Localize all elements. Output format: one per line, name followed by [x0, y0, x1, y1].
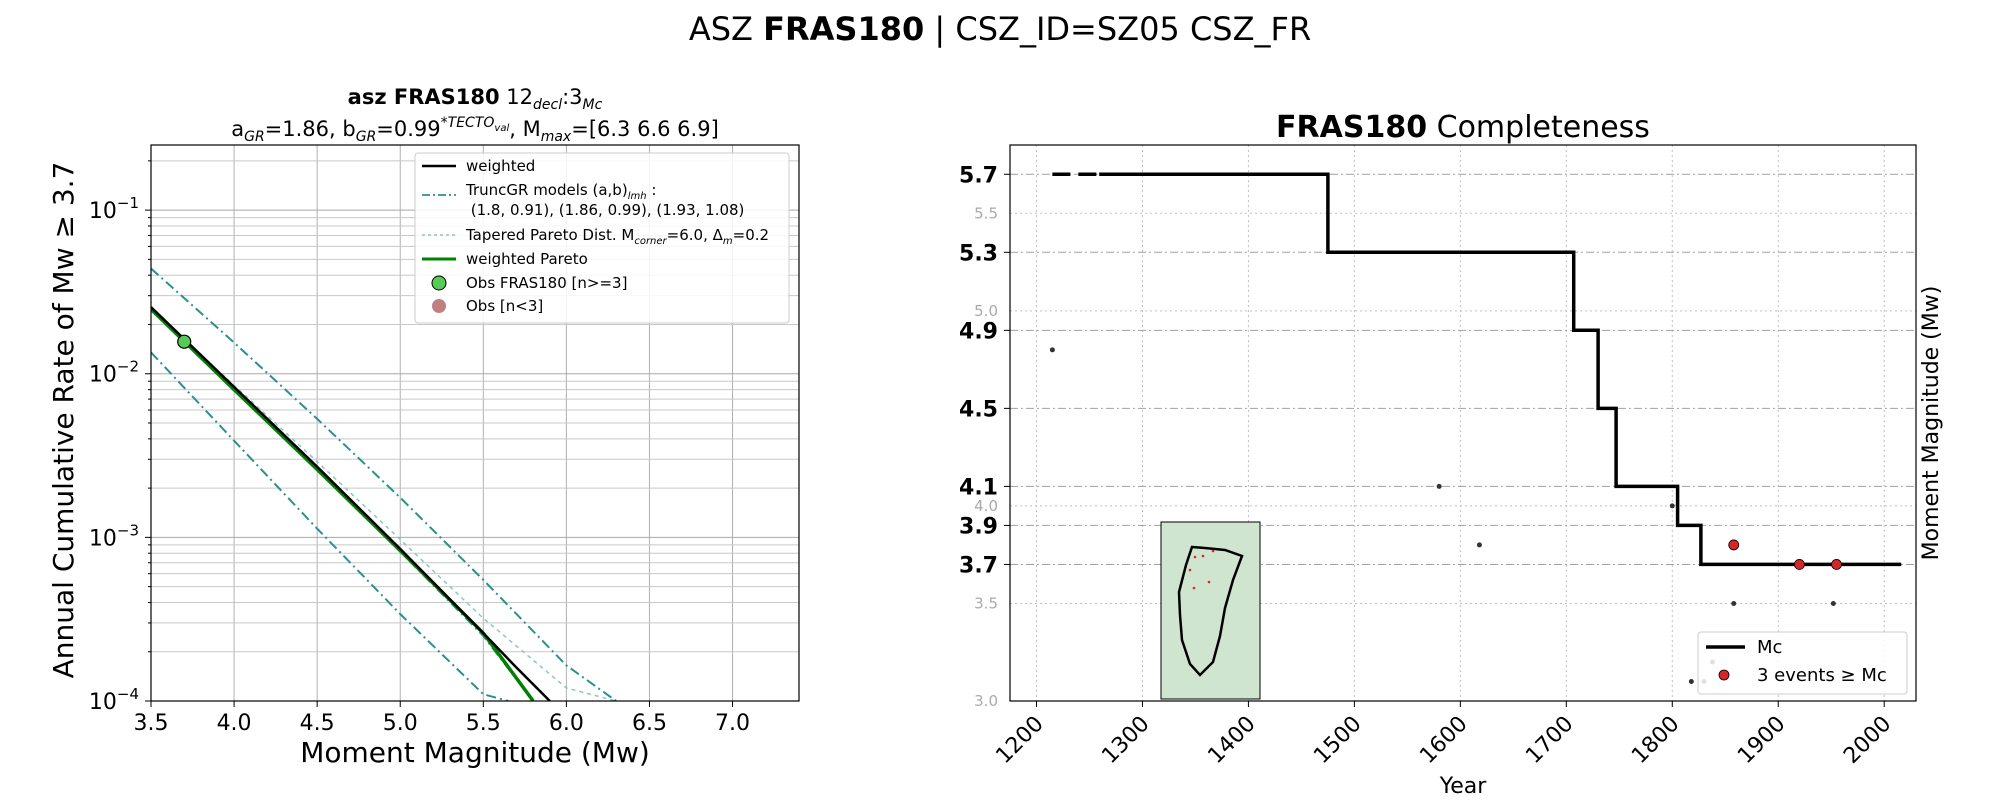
suptitle-suffix: | CSZ_ID=SZ05 CSZ_FR	[924, 10, 1312, 48]
right-panel: FRAS180 Completeness 1200 1300 1400 1500 160…	[959, 110, 1944, 799]
left-legend: weighted TruncGR models (a,b)lmh : (1.8,…	[414, 152, 790, 324]
left-series	[151, 267, 617, 701]
right-axes-frame	[1009, 144, 1917, 702]
right-legend: Mc 3 events ≥ Mc	[1697, 631, 1908, 695]
series-line	[151, 306, 551, 701]
left-title-line1: asz FRAS180 12decl:3Mc	[348, 85, 603, 113]
suptitle-prefix: ASZ	[688, 10, 764, 48]
series-line	[151, 351, 509, 701]
legend-marker-events	[1718, 669, 1730, 681]
legend-marker-obs-small	[432, 299, 446, 313]
inset-event	[1193, 555, 1197, 559]
x-tick-label: 4.0	[217, 711, 252, 736]
legend-label-events: 3 events ≥ Mc	[1757, 665, 1887, 686]
legend-marker-obs	[431, 275, 447, 291]
y-tick-label: 3.7	[959, 553, 998, 578]
small-event-point	[1731, 600, 1737, 606]
small-event-point	[1669, 503, 1675, 509]
y-tick-label: 3.9	[959, 514, 998, 539]
x-tick-label: 6.0	[549, 711, 584, 736]
y-minor-tick-label: 3.5	[974, 594, 998, 612]
y-tick-label: 4.1	[959, 475, 998, 500]
inset-event	[1211, 549, 1215, 553]
right-title: FRAS180 Completeness	[1276, 110, 1650, 145]
x-tick-label: 3.5	[134, 711, 169, 736]
mc-step-line	[1099, 172, 1902, 567]
left-y-ticks: 10−4 10−3 10−2 10−1	[89, 160, 151, 715]
y-minor-tick-label: 3.0	[974, 692, 998, 710]
zone-outline	[1177, 545, 1244, 677]
series-line	[151, 267, 617, 701]
y-tick-label: 5.7	[959, 163, 998, 188]
x-tick-label: 6.5	[632, 711, 667, 736]
left-legend-box	[414, 152, 790, 324]
x-tick-label: 1400	[1203, 712, 1260, 769]
x-tick-label: 1800	[1627, 712, 1684, 769]
inset-event	[1207, 580, 1211, 584]
x-tick-label: 1700	[1521, 712, 1578, 769]
right-x-axis-label: Year	[1439, 774, 1488, 799]
legend-label-truncgr: TruncGR models (a,b)lmh :	[465, 181, 656, 202]
legend-label-weighted: weighted	[466, 157, 535, 175]
left-x-ticks: 3.5 4.0 4.5 5.0 5.5 6.0 6.5 7.0	[134, 701, 750, 736]
small-event-point	[1436, 483, 1442, 489]
x-tick-label: 7.0	[715, 711, 750, 736]
figure-title: ASZ FRAS180 | CSZ_ID=SZ05 CSZ_FR	[0, 10, 2000, 48]
series-line	[151, 309, 534, 701]
legend-label-truncgr-values: (1.8, 0.91), (1.86, 0.99), (1.93, 1.08)	[466, 201, 744, 219]
x-tick-label: 2000	[1839, 712, 1896, 769]
x-tick-label: 5.0	[383, 711, 418, 736]
right-y-ticks: 3.0 3.5 4.0 5.0 5.5 3.7 3.9 4.1 4.5 4.9 5.3 5.7	[959, 163, 1010, 710]
legend-label-obs: Obs FRAS180 [n>=3]	[466, 274, 627, 292]
x-tick-label: 1500	[1309, 712, 1366, 769]
y-tick-label: 10−1	[89, 194, 139, 224]
left-x-axis-label: Moment Magnitude (Mw)	[300, 736, 650, 769]
small-event-point	[1049, 347, 1055, 353]
event-point	[1728, 539, 1740, 551]
x-tick-label: 1200	[991, 712, 1048, 769]
small-event-point	[1688, 678, 1694, 684]
small-event-point	[1476, 542, 1482, 548]
y-tick-label: 10−2	[89, 358, 139, 388]
small-event-point	[1830, 600, 1836, 606]
y-minor-tick-label: 5.5	[974, 204, 998, 222]
event-point	[1794, 559, 1805, 570]
right-legend-box	[1697, 631, 1908, 695]
legend-label-obs-small: Obs [n<3]	[466, 297, 543, 315]
x-tick-label: 5.5	[466, 711, 501, 736]
y-tick-label: 5.3	[959, 241, 998, 266]
legend-label-weighted-pareto: weighted Pareto	[466, 250, 588, 268]
y-tick-label: 4.9	[959, 319, 998, 344]
y-tick-label: 10−3	[89, 521, 139, 551]
x-tick-label: 1900	[1733, 712, 1790, 769]
right-x-ticks: 1200 1300 1400 1500 1600 1700 1800 1900 2000	[991, 701, 1896, 769]
series-line	[151, 307, 535, 701]
x-tick-label: 4.5	[300, 711, 335, 736]
right-y-axis-label: Moment Magnitude (Mw)	[1919, 286, 1944, 561]
inset-event	[1201, 554, 1205, 558]
x-tick-label: 1600	[1415, 712, 1472, 769]
event-point	[1831, 559, 1842, 570]
y-minor-tick-label: 5.0	[974, 302, 998, 320]
left-title-line2: aGR=1.86, bGR=0.99*TECTOval, Mmax=[6.3 6…	[231, 115, 719, 145]
observation-point	[177, 334, 192, 349]
y-tick-label: 4.5	[959, 397, 998, 422]
legend-label-mc: Mc	[1757, 637, 1782, 658]
left-panel: asz FRAS180 12decl:3Mc aGR=1.86, bGR=0.9…	[47, 85, 800, 769]
legend-label-tapered: Tapered Pareto Dist. Mcorner=6.0, Δm=0.2	[465, 226, 769, 247]
inset-event	[1188, 568, 1192, 572]
suptitle-zone: FRAS180	[763, 10, 925, 48]
y-tick-label: 10−4	[89, 685, 139, 715]
inset-map-frame	[1160, 521, 1261, 700]
left-y-axis-label: Annual Cumulative Rate of Mw ≥ 3.7	[47, 162, 80, 679]
inset-event	[1192, 586, 1196, 590]
y-minor-tick-label: 4.0	[974, 497, 998, 515]
x-tick-label: 1300	[1097, 712, 1154, 769]
series-line	[151, 308, 617, 701]
inset-map	[1160, 521, 1261, 700]
right-grid	[1010, 145, 1916, 702]
